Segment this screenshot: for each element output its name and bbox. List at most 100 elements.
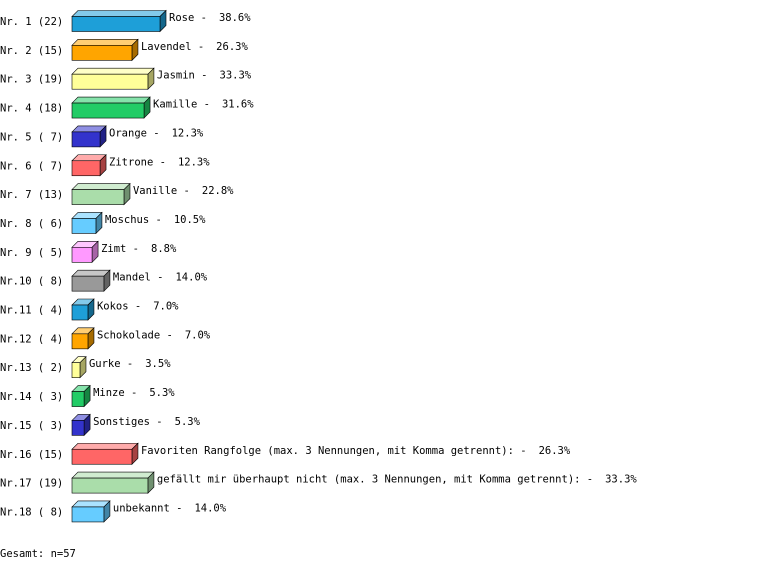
category-name: Rose - bbox=[169, 12, 207, 24]
row-label: Nr.14 ( 3) bbox=[0, 391, 63, 403]
row-label: Nr. 8 ( 6) bbox=[0, 218, 63, 230]
bar-label: gefällt mir überhaupt nicht (max. 3 Nenn… bbox=[157, 474, 637, 486]
row-label: Nr. 2 (15) bbox=[0, 45, 63, 57]
value-label: 14.0% bbox=[175, 272, 207, 284]
category-name: Gurke - bbox=[89, 358, 133, 370]
row-label: Nr.18 ( 8) bbox=[0, 506, 63, 518]
bar-label: Gurke - 3.5% bbox=[89, 358, 171, 370]
value-label: 10.5% bbox=[174, 214, 206, 226]
value-label: 7.0% bbox=[153, 301, 179, 313]
bar-label: Mandel - 14.0% bbox=[113, 272, 208, 284]
category-name: Orange - bbox=[109, 127, 160, 139]
bar-label: Vanille - 22.8% bbox=[133, 185, 234, 197]
row-label: Nr.13 ( 2) bbox=[0, 362, 63, 374]
bar-label: Favoriten Rangfolge (max. 3 Nennungen, m… bbox=[141, 445, 571, 457]
row-label: Nr. 3 (19) bbox=[0, 74, 63, 86]
bar-top bbox=[71, 67, 155, 75]
bar-label: Kokos - 7.0% bbox=[97, 301, 179, 313]
category-name: Kokos - bbox=[97, 301, 141, 313]
bar bbox=[71, 304, 89, 321]
row-label: Nr.11 ( 4) bbox=[0, 305, 63, 317]
value-label: 26.3% bbox=[216, 41, 248, 53]
bar-top bbox=[71, 500, 111, 508]
row-label: Nr.15 ( 3) bbox=[0, 420, 63, 432]
category-name: Sonstiges - bbox=[93, 416, 163, 428]
value-label: 38.6% bbox=[219, 12, 251, 24]
bar bbox=[71, 275, 105, 292]
bar bbox=[71, 160, 101, 177]
value-label: 12.3% bbox=[178, 156, 210, 168]
category-name: Jasmin - bbox=[157, 70, 208, 82]
value-label: 31.6% bbox=[222, 99, 254, 111]
bar-label: Minze - 5.3% bbox=[93, 387, 175, 399]
bar bbox=[71, 247, 93, 263]
bar bbox=[71, 448, 133, 465]
row-label: Nr. 5 ( 7) bbox=[0, 131, 63, 143]
bar bbox=[71, 73, 149, 90]
bar-top bbox=[71, 442, 139, 450]
bar bbox=[71, 131, 101, 148]
bar-top bbox=[71, 39, 139, 46]
value-label: 12.3% bbox=[172, 127, 204, 139]
row-label: Nr.12 ( 4) bbox=[0, 333, 63, 345]
value-label: 22.8% bbox=[202, 185, 234, 197]
bar-label: unbekannt - 14.0% bbox=[113, 502, 227, 514]
bar bbox=[71, 16, 161, 32]
bar-label: Zitrone - 12.3% bbox=[109, 156, 210, 168]
bar bbox=[71, 45, 133, 61]
category-name: Schokolade - bbox=[97, 329, 173, 341]
bar-label: Sonstiges - 5.3% bbox=[93, 416, 201, 428]
row-label: Nr.16 (15) bbox=[0, 449, 63, 461]
value-label: 7.0% bbox=[185, 329, 211, 341]
bar-label: Rose - 38.6% bbox=[169, 12, 251, 24]
category-name: Vanille - bbox=[133, 185, 190, 197]
category-name: Zitrone - bbox=[109, 156, 166, 168]
row-label: Nr. 4 (18) bbox=[0, 103, 63, 115]
category-name: Moschus - bbox=[105, 214, 162, 226]
bar-label: Lavendel - 26.3% bbox=[141, 41, 249, 53]
row-label: Nr. 6 ( 7) bbox=[0, 160, 63, 172]
bar bbox=[71, 420, 85, 436]
bar bbox=[71, 218, 97, 234]
row-label: Nr. 9 ( 5) bbox=[0, 247, 63, 259]
bar bbox=[71, 189, 125, 205]
category-name: Minze - bbox=[93, 387, 137, 399]
value-label: 14.0% bbox=[194, 502, 226, 514]
value-label: 26.3% bbox=[539, 445, 571, 457]
row-label: Nr.10 ( 8) bbox=[0, 276, 63, 288]
bar-label: Moschus - 10.5% bbox=[105, 214, 206, 226]
category-name: unbekannt - bbox=[113, 502, 183, 514]
footer: Gesamt: n=57 bbox=[0, 548, 76, 560]
bar-top bbox=[71, 96, 151, 104]
bar bbox=[71, 362, 81, 379]
category-name: Mandel - bbox=[113, 272, 164, 284]
bar-label: Zimt - 8.8% bbox=[101, 243, 177, 255]
value-label: 33.3% bbox=[605, 474, 637, 486]
bar-top bbox=[71, 10, 167, 17]
bar-label: Schokolade - 7.0% bbox=[97, 329, 211, 341]
bar-label: Orange - 12.3% bbox=[109, 127, 204, 139]
value-label: 5.3% bbox=[175, 416, 201, 428]
category-name: Favoriten Rangfolge (max. 3 Nennungen, m… bbox=[141, 445, 527, 457]
row-label: Nr. 7 (13) bbox=[0, 189, 63, 201]
category-name: gefällt mir überhaupt nicht (max. 3 Nenn… bbox=[157, 474, 593, 486]
bar bbox=[71, 391, 85, 407]
bar-top bbox=[71, 471, 155, 479]
category-name: Lavendel - bbox=[141, 41, 204, 53]
row-label: Nr. 1 (22) bbox=[0, 16, 63, 28]
bar-top bbox=[71, 269, 111, 277]
bar bbox=[71, 333, 89, 350]
bar-top bbox=[71, 183, 131, 190]
bar bbox=[71, 102, 145, 119]
bar bbox=[71, 506, 105, 523]
category-name: Zimt - bbox=[101, 243, 139, 255]
bar-label: Jasmin - 33.3% bbox=[157, 70, 252, 82]
bar bbox=[71, 477, 149, 494]
category-name: Kamille - bbox=[153, 99, 210, 111]
row-label: Nr.17 (19) bbox=[0, 478, 63, 490]
value-label: 33.3% bbox=[220, 70, 252, 82]
value-label: 5.3% bbox=[149, 387, 175, 399]
value-label: 8.8% bbox=[151, 243, 177, 255]
bar-label: Kamille - 31.6% bbox=[153, 99, 254, 111]
